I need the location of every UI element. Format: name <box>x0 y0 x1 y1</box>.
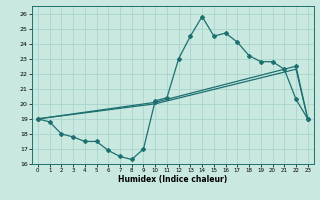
X-axis label: Humidex (Indice chaleur): Humidex (Indice chaleur) <box>118 175 228 184</box>
